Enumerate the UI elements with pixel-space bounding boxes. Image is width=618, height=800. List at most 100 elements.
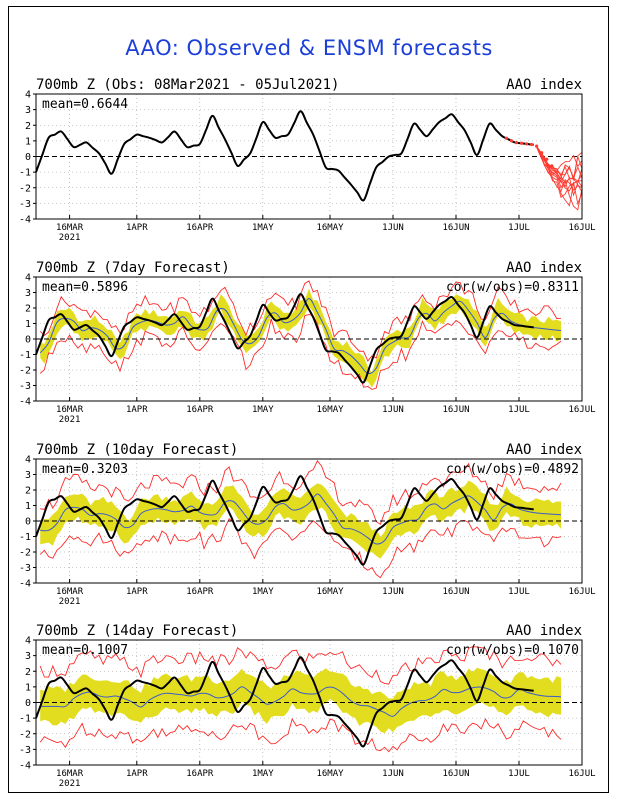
x-tick-label: 1JUL [508, 405, 530, 415]
y-tick-label: -1 [19, 714, 31, 725]
x-axis-year: 2021 [59, 233, 81, 243]
x-tick-label: 1MAY [252, 587, 274, 597]
chart-panel-3: -4 -3 -2 -1 0 1 2 3 4 16MAR 1APR 16APR 1MAY 16MAY 1JUN… [19, 442, 596, 607]
mean-label: mean=0.6644 [42, 97, 128, 112]
x-tick-label: 16JUN [442, 587, 469, 597]
observed-aao-line [35, 475, 534, 566]
forecast-point [535, 144, 539, 148]
x-tick-label: 1APR [126, 769, 148, 779]
x-tick-label: 16JUN [442, 405, 469, 415]
forecast-plume [535, 144, 583, 211]
x-tick-label: 1MAY [252, 405, 274, 415]
forecast-member-line [535, 144, 583, 184]
x-tick-label: 16MAR [56, 769, 84, 779]
ensemble-min-line [39, 314, 562, 390]
ensemble-mean-line [40, 686, 562, 717]
y-tick-label: -2 [19, 183, 31, 194]
x-tick-label: 1JUN [382, 587, 404, 597]
x-tick-label: 1APR [126, 405, 148, 415]
ensemble-max-line [40, 460, 562, 526]
y-tick-label: 2 [25, 304, 31, 315]
ensemble-spread-band [40, 480, 561, 559]
ensemble-mean-line [39, 297, 562, 375]
x-tick-label: 1JUL [508, 769, 530, 779]
y-tick-label: -3 [19, 381, 31, 392]
x-tick-label: 16JUL [568, 405, 595, 415]
y-tick-label: 3 [25, 470, 31, 481]
x-tick-label: 1MAY [252, 769, 274, 779]
x-tick-label: 16APR [186, 223, 214, 233]
panel-title: 700mb Z (14day Forecast) [36, 623, 238, 639]
x-tick-label: 16JUL [568, 223, 595, 233]
ensemble-spread-band [40, 667, 561, 734]
y-tick-label: 1 [25, 319, 31, 330]
observed-aao-line [35, 293, 534, 384]
x-tick-label: 16APR [186, 587, 214, 597]
x-tick-label: 16MAY [316, 769, 344, 779]
forecast-point [530, 142, 534, 147]
y-tick-label: 3 [25, 651, 31, 662]
y-tick-label: 4 [25, 455, 31, 466]
x-tick-label: 16APR [186, 405, 214, 415]
y-tick-label: -1 [19, 350, 31, 361]
ensemble-min-line [39, 518, 562, 579]
panel-title: 700mb Z (7day Forecast) [36, 260, 230, 276]
x-tick-label: 16JUN [442, 223, 469, 233]
panel-index-label: AAO index [506, 77, 582, 93]
y-tick-label: -4 [19, 215, 31, 226]
mean-label: mean=0.5896 [42, 280, 128, 295]
forecast-point [509, 139, 514, 143]
forecast-point [524, 142, 529, 146]
correlation-label: cor(w/obs)=0.1070 [446, 643, 579, 658]
ensemble-min-line [39, 717, 562, 753]
x-tick-label: 16MAY [316, 587, 344, 597]
x-tick-label: 1JUN [382, 223, 404, 233]
y-tick-label: 0 [25, 698, 31, 709]
x-tick-label: 16JUL [568, 587, 595, 597]
mean-label: mean=0.3203 [42, 462, 128, 477]
x-tick-label: 1MAY [252, 223, 274, 233]
x-tick-label: 1APR [126, 223, 148, 233]
figure-title: AAO: Observed & ENSM forecasts [125, 36, 493, 60]
y-tick-label: -2 [19, 366, 31, 377]
figure-frame [8, 6, 609, 793]
y-tick-label: -4 [19, 761, 31, 772]
y-tick-label: 2 [25, 667, 31, 678]
y-tick-label: 1 [25, 682, 31, 693]
y-tick-label: -3 [19, 563, 31, 574]
panel-index-label: AAO index [506, 442, 582, 458]
forecast-point [550, 164, 554, 168]
y-tick-label: 0 [25, 335, 31, 346]
y-tick-label: -4 [19, 579, 31, 590]
y-tick-label: -2 [19, 548, 31, 559]
y-tick-label: 0 [25, 152, 31, 163]
x-tick-label: 16MAR [56, 405, 84, 415]
forecast-point [504, 136, 508, 140]
forecast-point [519, 141, 524, 145]
y-tick-label: 3 [25, 288, 31, 299]
x-tick-label: 16MAR [56, 587, 84, 597]
x-tick-label: 16MAY [316, 223, 344, 233]
mean-label: mean=0.1007 [42, 643, 128, 658]
y-tick-label: 4 [25, 636, 31, 647]
forecast-point [540, 151, 544, 155]
chart-panel-2: -4 -3 -2 -1 0 1 2 3 4 16MAR 1APR 16APR 1MAY 16MAY 1JUN… [19, 260, 596, 425]
correlation-label: cor(w/obs)=0.8311 [446, 280, 579, 295]
y-tick-label: -4 [19, 397, 31, 408]
forecast-start-dots [504, 136, 554, 168]
x-tick-label: 16APR [186, 769, 214, 779]
ensemble-mean-line [40, 493, 562, 545]
panel-title: 700mb Z (Obs: 08Mar2021 - 05Jul2021) [36, 77, 339, 93]
x-tick-label: 16JUN [442, 769, 469, 779]
panel-index-label: AAO index [506, 260, 582, 276]
correlation-label: cor(w/obs)=0.4892 [446, 462, 579, 477]
y-tick-label: -3 [19, 199, 31, 210]
forecast-point [545, 157, 549, 161]
x-tick-label: 1JUN [382, 405, 404, 415]
forecast-member-line [535, 144, 583, 193]
y-tick-label: -1 [19, 532, 31, 543]
y-tick-label: 2 [25, 486, 31, 497]
forecast-member-line [535, 144, 583, 181]
forecast-member-line [535, 144, 583, 211]
